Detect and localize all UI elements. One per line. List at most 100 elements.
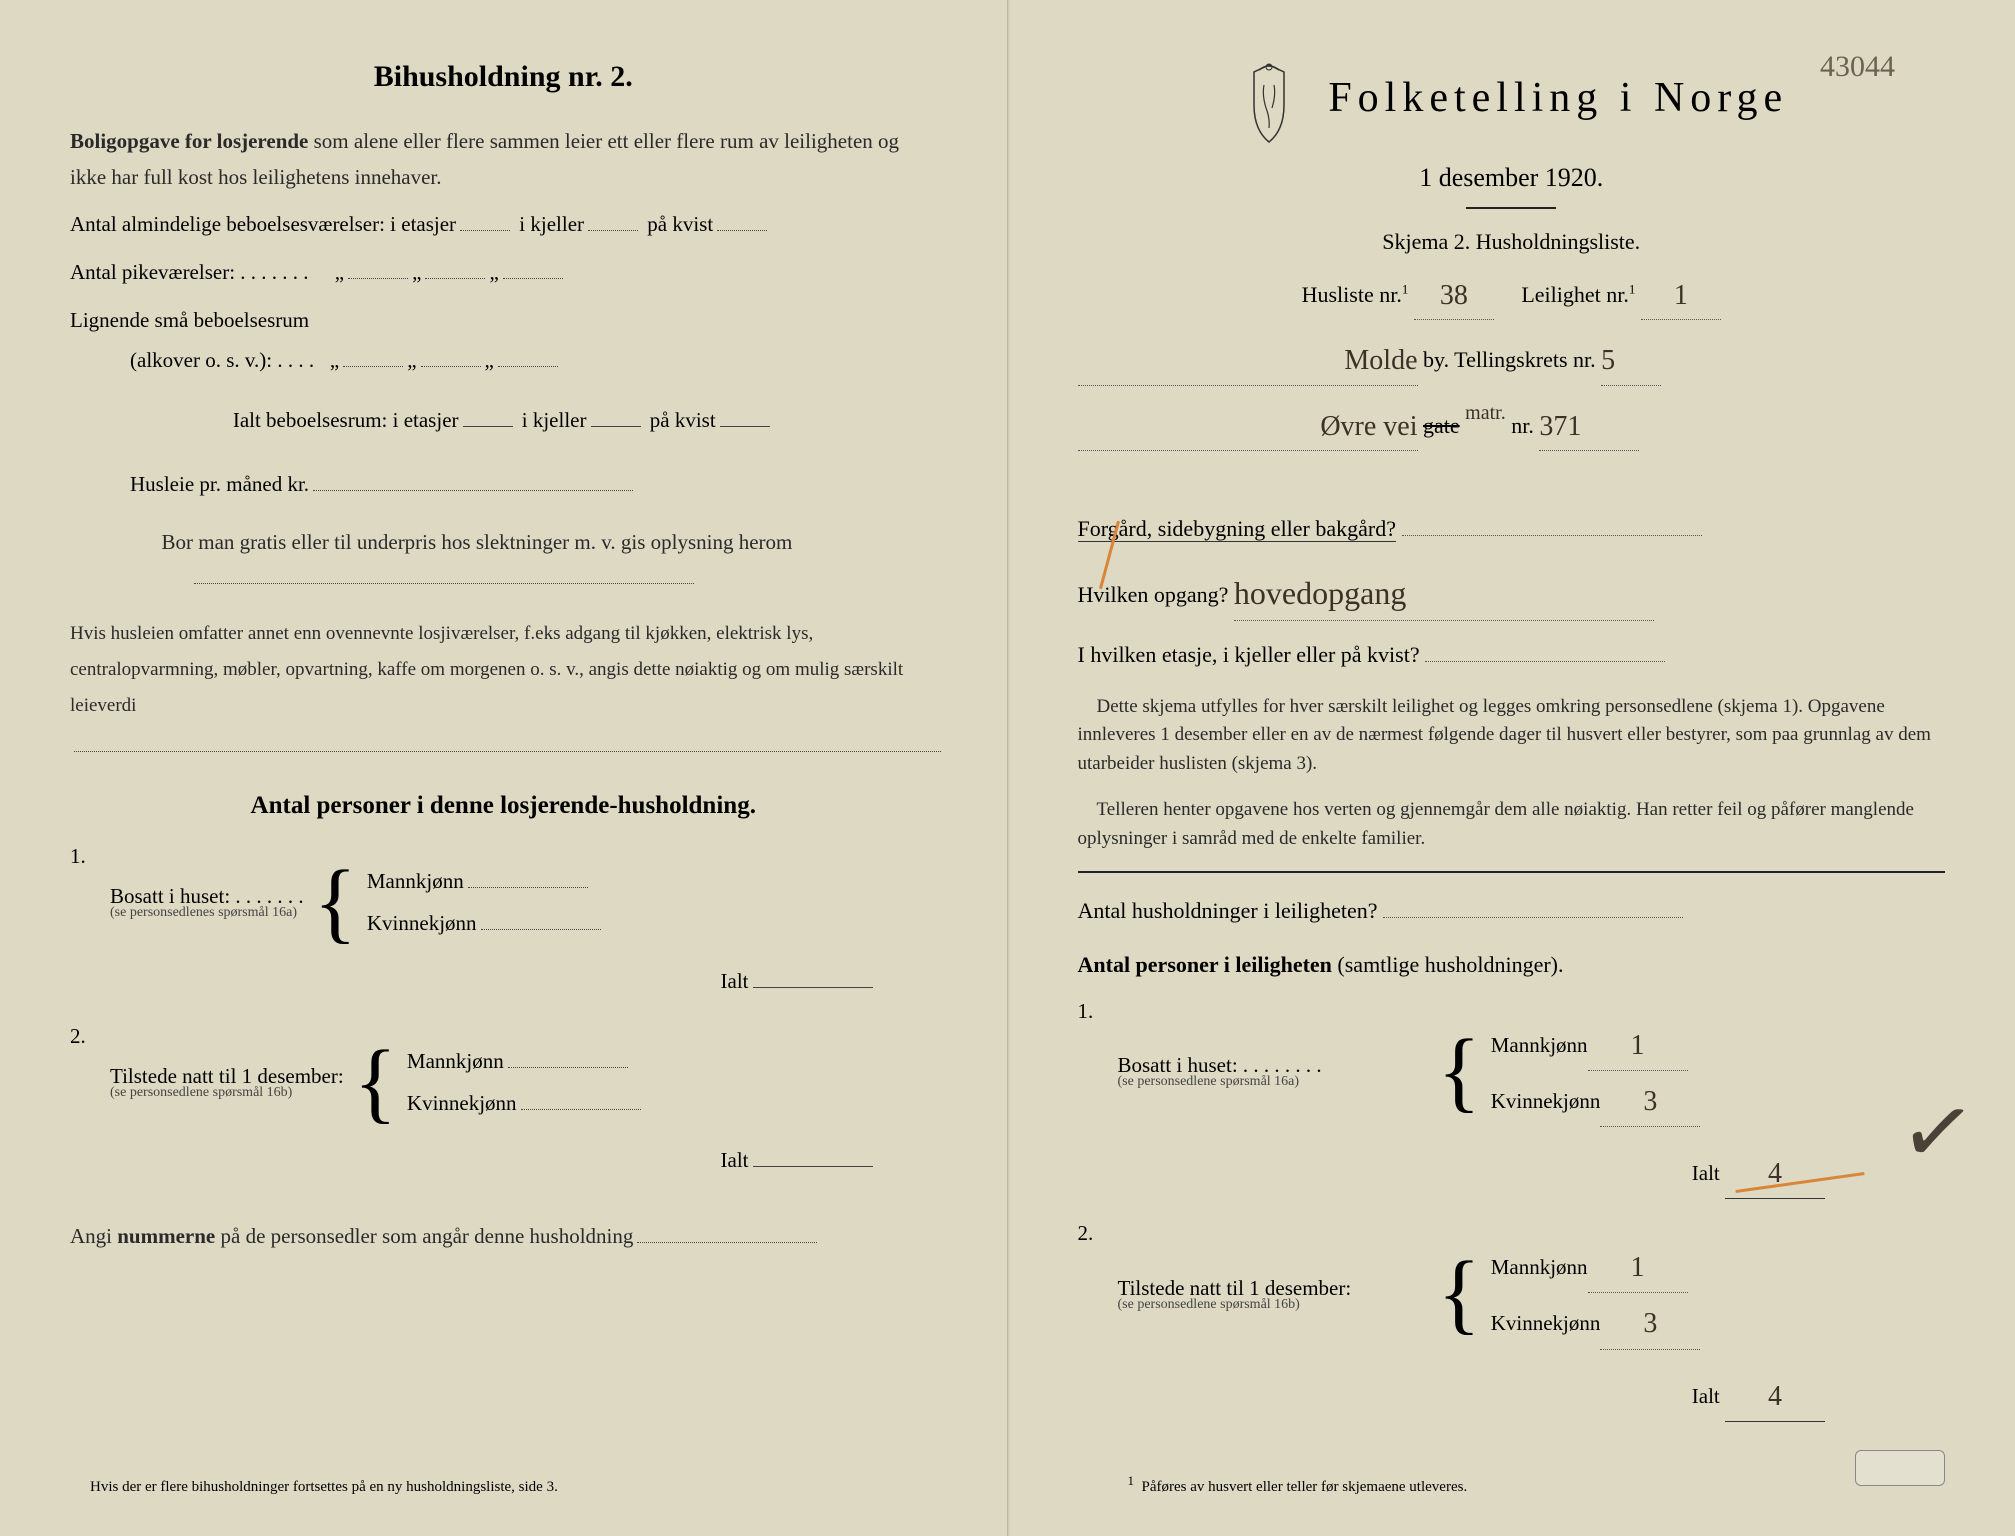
main-title: Folketelling i Norge <box>1328 74 1788 122</box>
archive-stamp <box>1855 1450 1945 1486</box>
blank <box>753 1144 873 1167</box>
q2-female-value: 3 <box>1643 1297 1657 1350</box>
q2-sublabel: (se personsedlene spørsmål 16b) <box>1118 1297 1428 1313</box>
blank <box>468 865 588 888</box>
date-subtitle: 1 desember 1920. <box>1078 163 1946 193</box>
by-value: Molde <box>1344 336 1417 386</box>
male-label: Mannkjønn <box>1491 1255 1588 1279</box>
gratis-line: Bor man gratis eller til underpris hos s… <box>130 525 937 596</box>
antal-hush-line: Antal husholdninger i leiligheten? <box>1078 891 1946 931</box>
forgard-line: Forgård, sidebygning eller bakgård? <box>1078 509 1946 549</box>
brace-icon: { <box>314 867 357 939</box>
number: 1. <box>1078 999 1118 1024</box>
blank <box>637 1220 817 1243</box>
brace-icon: { <box>1438 1036 1481 1108</box>
total-label: Ialt <box>1692 1384 1720 1408</box>
husliste-line: Husliste nr.1 38 Leilighet nr.1 1 <box>1078 269 1946 320</box>
label: Bor man gratis eller til underpris hos s… <box>162 530 793 554</box>
rent-note: Hvis husleien omfatter annet enn ovennev… <box>70 616 937 724</box>
q1-female-value: 3 <box>1643 1075 1657 1128</box>
blank <box>463 404 513 427</box>
label: I hvilken etasje, i kjeller eller på kvi… <box>1078 642 1420 667</box>
footnote-text: Påføres av husvert eller teller før skje… <box>1142 1479 1468 1495</box>
number: 2. <box>1078 1221 1118 1246</box>
intro-paragraph: Boligopgave for losjerende som alene ell… <box>70 124 937 195</box>
label: Antal husholdninger i leiligheten? <box>1078 898 1378 923</box>
label: Antal almindelige beboelsesværelser: i e… <box>70 212 456 236</box>
coat-of-arms-icon <box>1234 60 1304 155</box>
nr-value: 371 <box>1539 402 1581 452</box>
instructions-1: Dette skjema utfylles for hver særskilt … <box>1078 693 1946 779</box>
q1-male-value: 1 <box>1631 1019 1645 1072</box>
husliste-value: 38 <box>1440 271 1468 321</box>
label: i kjeller <box>519 212 584 236</box>
blank <box>1425 661 1665 662</box>
q2-group: 2. Tilstede natt til 1 desember: (se per… <box>70 1024 937 1190</box>
blank <box>194 561 694 584</box>
right-q2-group: 2. Tilstede natt til 1 desember: (se per… <box>1078 1221 1946 1430</box>
brace-icon: { <box>354 1047 397 1119</box>
rent-line: Husleie pr. måned kr. <box>130 465 937 505</box>
label: nr. <box>1511 413 1534 438</box>
pencil-annotation: 43044 <box>1820 50 1895 84</box>
right-q1-group: 1. Bosatt i huset: . . . . . . . . (se p… <box>1078 999 1946 1208</box>
label: Leilighet nr. <box>1521 282 1629 307</box>
number: 1. <box>70 844 110 869</box>
opgang-line: Hvilken opgang? hovedopgang <box>1078 563 1946 622</box>
divider <box>1466 207 1556 209</box>
label: Husliste nr. <box>1302 282 1402 307</box>
female-label: Kvinnekjønn <box>1491 1311 1601 1335</box>
leilighet-value: 1 <box>1674 271 1688 321</box>
blank <box>753 965 873 988</box>
q2-male-value: 1 <box>1631 1241 1645 1294</box>
blank <box>1402 535 1702 536</box>
intro-bold: Boligopgave for losjerende <box>70 129 308 153</box>
blank <box>503 256 563 279</box>
total-label: Ialt <box>721 1148 749 1172</box>
blank <box>481 907 601 930</box>
persons-section-title: Antal personer i denne losjerende-hushol… <box>70 792 937 820</box>
label: by. Tellingskrets nr. <box>1423 347 1596 372</box>
q2-total-value: 4 <box>1768 1370 1782 1423</box>
label: (alkover o. s. v.): . . . . <box>130 348 314 372</box>
label: Ialt beboelsesrum: <box>233 408 388 432</box>
label: Forgård, sidebygning eller bakgård? <box>1078 516 1397 542</box>
blank <box>508 1045 628 1068</box>
right-header: Folketelling i Norge 1 desember 1920. <box>1078 60 1946 209</box>
q1-total-value: 4 <box>1768 1147 1782 1200</box>
rooms-sum: Ialt beboelsesrum: i etasjer i kjeller p… <box>70 401 937 441</box>
number: 2. <box>70 1024 110 1049</box>
footnote-marker: 1 <box>1128 1473 1135 1488</box>
divider <box>1078 871 1946 873</box>
antal-pers-line: Antal personer i leiligheten (samtlige h… <box>1078 945 1946 985</box>
blank <box>313 468 633 491</box>
label: Husleie pr. måned kr. <box>130 472 309 496</box>
male-label: Mannkjønn <box>407 1049 504 1073</box>
label: Lignende små beboelsesrum <box>70 308 309 332</box>
rooms-line-1: Antal almindelige beboelsesværelser: i e… <box>70 205 937 245</box>
blank <box>343 344 403 367</box>
blank <box>498 344 558 367</box>
street-value: Øvre vei <box>1320 402 1417 452</box>
blank <box>74 734 941 752</box>
blank <box>591 404 641 427</box>
label: i etasjer <box>393 408 459 432</box>
female-label: Kvinnekjønn <box>1491 1089 1601 1113</box>
blank <box>720 404 770 427</box>
label-bold: Antal personer i leiligheten <box>1078 952 1332 977</box>
q1-sublabel: (se personsedlenes spørsmål 16a) <box>110 905 304 921</box>
left-page: Bihusholdning nr. 2. Boligopgave for los… <box>0 0 1008 1536</box>
right-footnote: 1 Påføres av husvert eller teller før sk… <box>1128 1473 1468 1496</box>
male-label: Mannkjønn <box>367 869 464 893</box>
by-line: Molde by. Tellingskrets nr. 5 <box>1078 334 1946 385</box>
skjema-line: Skjema 2. Husholdningsliste. <box>1078 229 1946 255</box>
blank <box>521 1086 641 1109</box>
blank <box>717 208 767 231</box>
blank <box>460 208 510 231</box>
blank <box>348 256 408 279</box>
rooms-line-2: Antal pikeværelser: . . . . . . . „„„ <box>70 253 937 293</box>
angi-line: Angi nummerne på de personsedler som ang… <box>70 1219 937 1255</box>
left-footer: Hvis der er flere bihusholdninger fortse… <box>90 1479 937 1496</box>
brace-icon: { <box>1438 1258 1481 1330</box>
female-label: Kvinnekjønn <box>367 911 477 935</box>
